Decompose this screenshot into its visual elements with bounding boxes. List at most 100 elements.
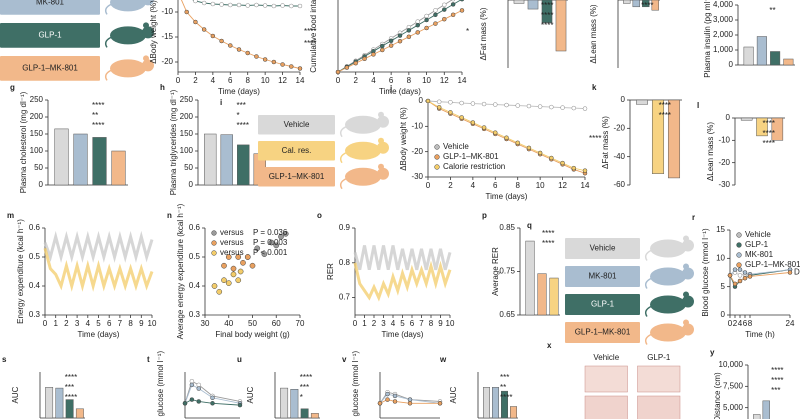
- x-tick-label: 3: [75, 319, 80, 328]
- marker: [571, 165, 577, 171]
- mouse-head: [377, 115, 389, 128]
- annotation: ****: [65, 393, 77, 402]
- x-axis-label: Time (days): [382, 330, 424, 339]
- x-tick-label: 9: [139, 319, 144, 328]
- x-tick-label: 2: [372, 319, 377, 328]
- panel-letter: q: [527, 221, 532, 230]
- bar: [541, 0, 553, 23]
- x-tick-label: 10: [148, 319, 157, 328]
- mouse-body: [650, 295, 686, 314]
- mouse-tail: [339, 126, 347, 138]
- x-tick-label: 10: [446, 319, 455, 328]
- y-axis-label: ΔLean mass (%): [589, 4, 598, 63]
- series-line: [180, 0, 301, 69]
- marker: [228, 2, 233, 8]
- y-axis-label: Blood glucose (mmol l⁻¹): [701, 228, 710, 317]
- point: [261, 251, 268, 257]
- point: [221, 262, 227, 269]
- marker: [424, 25, 429, 31]
- annotation: ****: [659, 101, 671, 110]
- legend-swatch: [736, 262, 742, 268]
- marker: [407, 397, 413, 402]
- mouse-head: [377, 141, 389, 154]
- key-label: GLP-1: [591, 300, 615, 309]
- bar: [527, 0, 539, 10]
- annotation: ****: [771, 376, 783, 385]
- x-tick-label: 70: [296, 319, 305, 328]
- x-tick-label: 12: [440, 76, 449, 85]
- marker: [289, 64, 294, 69]
- y-tick-label: 0.5: [189, 252, 201, 261]
- y-tick-label: 50: [184, 163, 193, 172]
- annotation: ****: [65, 373, 77, 382]
- mouse-tail: [644, 277, 652, 289]
- series-line: [353, 245, 452, 271]
- key-box: [258, 115, 335, 135]
- panel-letter: h: [160, 83, 165, 92]
- mouse-ear: [378, 137, 384, 144]
- key-box: [258, 141, 335, 161]
- annotation: ****: [304, 27, 316, 36]
- annotation: ****: [92, 121, 104, 130]
- x-tick-label: 8: [748, 319, 753, 328]
- x-tick-label: 2: [733, 319, 738, 328]
- bar: [54, 128, 69, 186]
- y-tick-label: -60: [613, 180, 625, 189]
- panel-letter: u: [237, 355, 242, 364]
- y-axis-label: Blood glucose (mmol l⁻¹): [156, 351, 165, 419]
- annotation: ***: [65, 383, 74, 392]
- point: [254, 245, 261, 252]
- marker: [504, 102, 509, 108]
- series-line: [353, 260, 452, 302]
- marker: [388, 43, 394, 48]
- annotation: ****: [542, 229, 554, 238]
- x-tick-label: 7: [419, 319, 424, 328]
- legend-swatch: [211, 240, 217, 246]
- x-tick-label: 8: [245, 76, 250, 85]
- panel-letter: v: [342, 355, 347, 364]
- marker: [425, 98, 431, 104]
- marker: [236, 47, 242, 52]
- x-tick-label: 3: [381, 319, 386, 328]
- marker: [196, 382, 201, 388]
- y-axis-label: Cumulative food intake: [309, 0, 318, 73]
- legend-swatch: [434, 154, 440, 160]
- marker: [437, 401, 443, 406]
- y-tick-label: 0.9: [339, 223, 351, 232]
- y-axis-label: AUC: [11, 386, 20, 403]
- marker: [515, 140, 520, 146]
- bar: [483, 387, 490, 419]
- annotation: ***: [771, 386, 780, 395]
- marker: [397, 38, 403, 44]
- bar: [667, 99, 681, 179]
- y-tick-label: 3,000: [713, 15, 734, 24]
- panel-letter: m: [7, 211, 14, 220]
- x-axis-label: Time (days): [218, 87, 260, 96]
- x-tick-label: 6: [228, 76, 233, 85]
- x-tick-label: 0: [43, 319, 48, 328]
- point: [221, 277, 227, 284]
- mouse-tail: [644, 249, 652, 261]
- y-tick-label: 150: [30, 129, 44, 138]
- marker: [210, 1, 216, 7]
- y-tick-label: -15: [161, 32, 173, 41]
- x-tick-label: 5: [96, 319, 101, 328]
- micrograph: [637, 365, 681, 393]
- key-box: [258, 167, 335, 187]
- bar: [220, 134, 233, 186]
- x-tick-label: 1: [53, 319, 58, 328]
- y-tick-label: -40: [613, 152, 625, 161]
- x-tick-label: 14: [581, 181, 590, 190]
- legend-label: Calorie restriction: [443, 162, 505, 171]
- marker: [388, 38, 394, 44]
- x-tick-label: 2: [64, 319, 69, 328]
- y-tick-label: -10: [411, 121, 423, 130]
- marker: [228, 43, 233, 48]
- bar: [513, 0, 525, 4]
- bar: [549, 277, 559, 316]
- marker: [742, 275, 748, 281]
- marker: [196, 399, 201, 404]
- y-axis-label: RER: [326, 263, 335, 280]
- bar: [632, 0, 640, 8]
